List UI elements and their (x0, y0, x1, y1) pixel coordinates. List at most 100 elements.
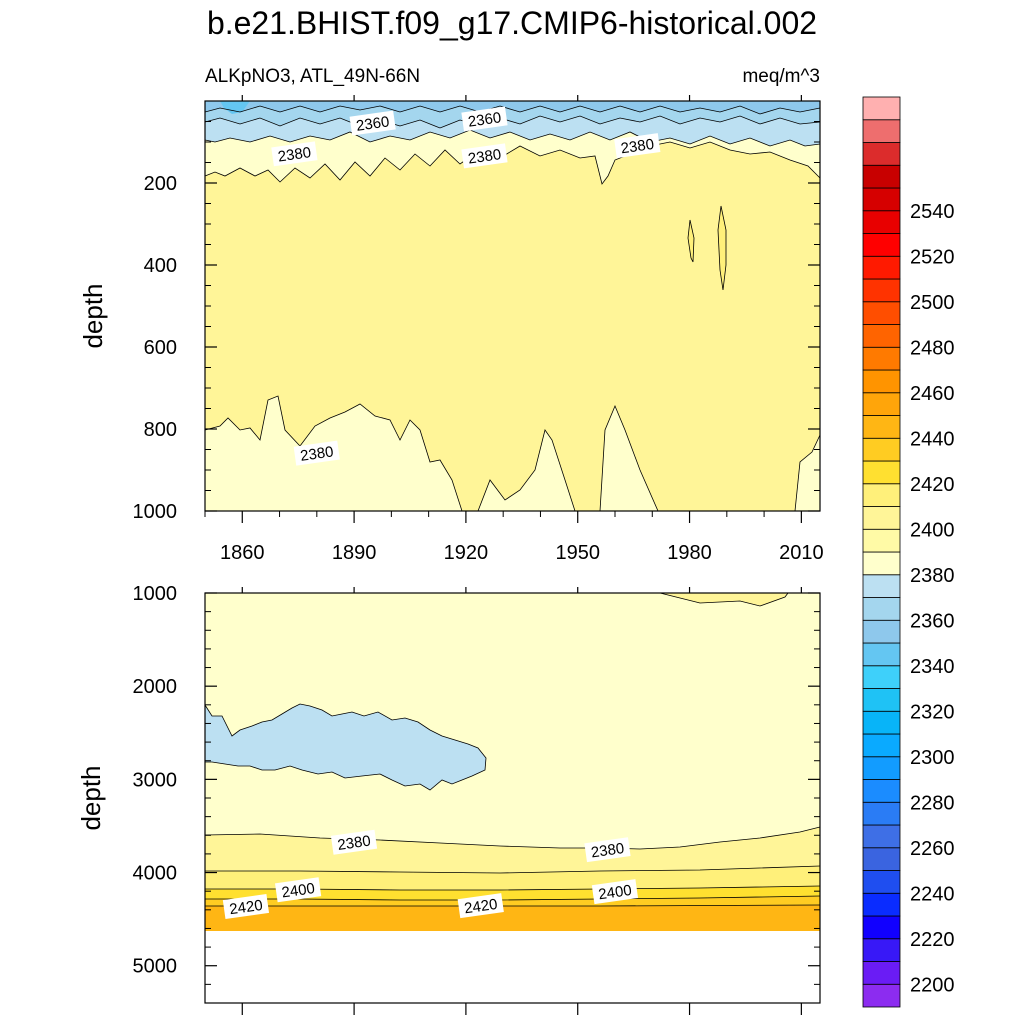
colorbar-label: 2320 (910, 701, 955, 723)
colorbar-box (862, 551, 901, 576)
colorbar-box (862, 938, 901, 962)
colorbar-box (862, 892, 901, 917)
upper-contour-label-text: 2380 (277, 144, 312, 165)
upper-contour-line (204, 129, 821, 147)
lower-contour-label-text: 2380 (336, 832, 371, 853)
lower-contour-line (205, 865, 821, 874)
upper-contour-line (599, 404, 659, 512)
upper-contour-line (204, 105, 821, 115)
lower-contour-label-text: 2400 (281, 880, 316, 901)
lower-y-tick-label: 5000 (133, 956, 178, 978)
colorbar-label: 2340 (910, 656, 955, 678)
lower-contour-label-text: 2420 (228, 897, 263, 918)
lower-contour-label-bg (330, 829, 378, 855)
colorbar-label: 2260 (910, 838, 955, 860)
upper-contour-label-bg (461, 106, 508, 132)
upper-contour-line (204, 395, 463, 512)
colorbar-box (862, 278, 901, 303)
colorbar-box (862, 142, 901, 166)
colorbar-label: 2220 (910, 929, 955, 951)
upper-x-tick-label: 2010 (779, 542, 824, 564)
upper-panel: ALKpNO3, ATL_49N-66N meq/m^3 2360 2360 238… (78, 66, 824, 564)
upper-contour-label: 2380 (293, 440, 340, 466)
chart-title: b.e21.BHIST.f09_g17.CMIP6-historical.002 (207, 5, 817, 41)
colorbar-label: 2480 (910, 337, 955, 359)
colorbar-box (862, 619, 901, 644)
colorbar-box (862, 961, 901, 985)
upper-x-tick-label: 1920 (444, 542, 489, 564)
upper-contour-label: 2380 (614, 133, 661, 159)
colorbar-box (862, 983, 901, 1008)
colorbar-box (862, 665, 901, 689)
upper-contour-label: 2360 (461, 106, 508, 132)
colorbar-label: 2500 (910, 292, 955, 314)
colorbar-box (862, 369, 901, 394)
colorbar-box (862, 346, 901, 371)
lower-y-tick-label: 2000 (133, 676, 178, 698)
colorbar-box (862, 779, 901, 803)
colorbar-box (862, 187, 901, 212)
colorbar-box (862, 506, 901, 530)
colorbar-box (862, 301, 901, 325)
colorbar-box (862, 415, 901, 439)
colorbar-box (862, 710, 901, 735)
lower-contour-label: 2400 (275, 877, 322, 903)
colorbar-box (862, 847, 901, 871)
lower-contour-label: 2380 (584, 837, 631, 863)
upper-units-label: meq/m^3 (742, 66, 820, 87)
colorbar-box (862, 528, 901, 553)
lower-contour-label-text: 2380 (590, 840, 625, 861)
upper-contour-label-bg (293, 440, 340, 466)
upper-contour-label: 2380 (461, 143, 508, 169)
lower-y-tick-label: 3000 (133, 769, 178, 791)
upper-contour-label: 2360 (349, 110, 396, 136)
lower-contour-label: 2400 (591, 879, 639, 905)
upper-lens-1988 (717, 205, 727, 291)
colorbar-label: 2380 (910, 565, 955, 587)
lower-contour-line (204, 826, 821, 850)
colorbar: 2200 2220 2240 2260 2280 2300 2320 2340 2360 2380… (862, 96, 955, 1008)
upper-y-axis-label: depth (78, 283, 108, 348)
colorbar-box (862, 642, 901, 667)
upper-contour-label-text: 2360 (355, 113, 390, 134)
upper-contour-label-text: 2380 (467, 146, 502, 167)
upper-contour-label-text: 2380 (620, 136, 655, 157)
lower-contour-label-text: 2420 (463, 896, 498, 917)
lower-contour-label: 2420 (457, 893, 504, 919)
upper-x-tick-label: 1860 (220, 542, 265, 564)
upper-x-tick-label: 1950 (555, 542, 600, 564)
colorbar-box (862, 597, 901, 621)
colorbar-label: 2420 (910, 474, 955, 496)
upper-contour-label-text: 2360 (467, 109, 502, 130)
colorbar-box (862, 688, 901, 712)
upper-contour-line (794, 434, 821, 512)
colorbar-box (862, 324, 901, 348)
colorbar-box (862, 915, 901, 940)
colorbar-box (862, 574, 901, 598)
colorbar-label: 2520 (910, 246, 955, 268)
colorbar-box (862, 210, 901, 234)
lower-contour-label-bg (584, 837, 631, 863)
upper-y-tick-label: 600 (144, 337, 177, 359)
colorbar-label: 2280 (910, 792, 955, 814)
lower-contour-label-bg (222, 894, 270, 919)
upper-contour-label-bg (614, 133, 661, 159)
upper-surface-band-3 (205, 101, 820, 114)
colorbar-box (862, 483, 901, 507)
lower-y-tick-label: 4000 (133, 863, 178, 885)
lower-blob-2360 (204, 703, 487, 791)
colorbar-label: 2460 (910, 383, 955, 405)
upper-core-region (205, 142, 820, 511)
colorbar-box (862, 437, 901, 462)
colorbar-label: 2360 (910, 610, 955, 632)
upper-y-tick-label: 800 (144, 419, 177, 441)
colorbar-box (862, 164, 901, 189)
upper-y-tick-label: 400 (144, 255, 177, 277)
colorbar-label: 2200 (910, 974, 955, 996)
colorbar-label: 2240 (910, 883, 955, 905)
upper-contour-label: 2380 (271, 141, 318, 167)
colorbar-label: 2400 (910, 519, 955, 541)
upper-left-label: ALKpNO3, ATL_49N-66N (205, 66, 420, 87)
lower-contour-label-bg (275, 877, 322, 903)
